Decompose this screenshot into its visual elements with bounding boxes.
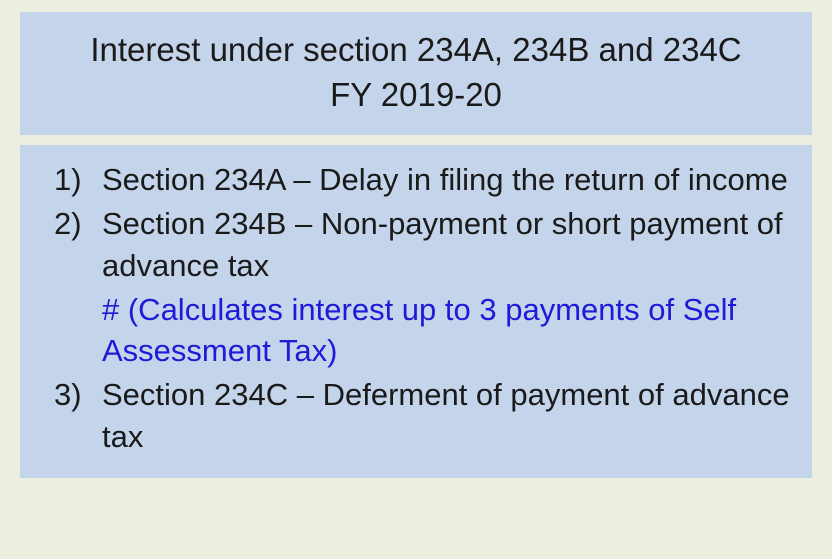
list-item: 1) Section 234A – Delay in filing the re… bbox=[54, 159, 792, 201]
list-number: 2) bbox=[54, 203, 82, 245]
list-item: 3) Section 234C – Deferment of payment o… bbox=[54, 374, 792, 458]
title-box: Interest under section 234A, 234B and 23… bbox=[20, 12, 812, 135]
list-text: Section 234C – Deferment of payment of a… bbox=[102, 377, 790, 454]
list-number: 1) bbox=[54, 159, 82, 201]
title-line-2: FY 2019-20 bbox=[32, 73, 800, 118]
list-note: # (Calculates interest up to 3 payments … bbox=[54, 289, 792, 373]
title-line-1: Interest under section 234A, 234B and 23… bbox=[32, 28, 800, 73]
list-number: 3) bbox=[54, 374, 82, 416]
list-text: Section 234A – Delay in filing the retur… bbox=[102, 162, 788, 197]
list-item: 2) Section 234B – Non-payment or short p… bbox=[54, 203, 792, 287]
list-text: Section 234B – Non-payment or short paym… bbox=[102, 206, 783, 283]
content-box: 1) Section 234A – Delay in filing the re… bbox=[20, 145, 812, 478]
